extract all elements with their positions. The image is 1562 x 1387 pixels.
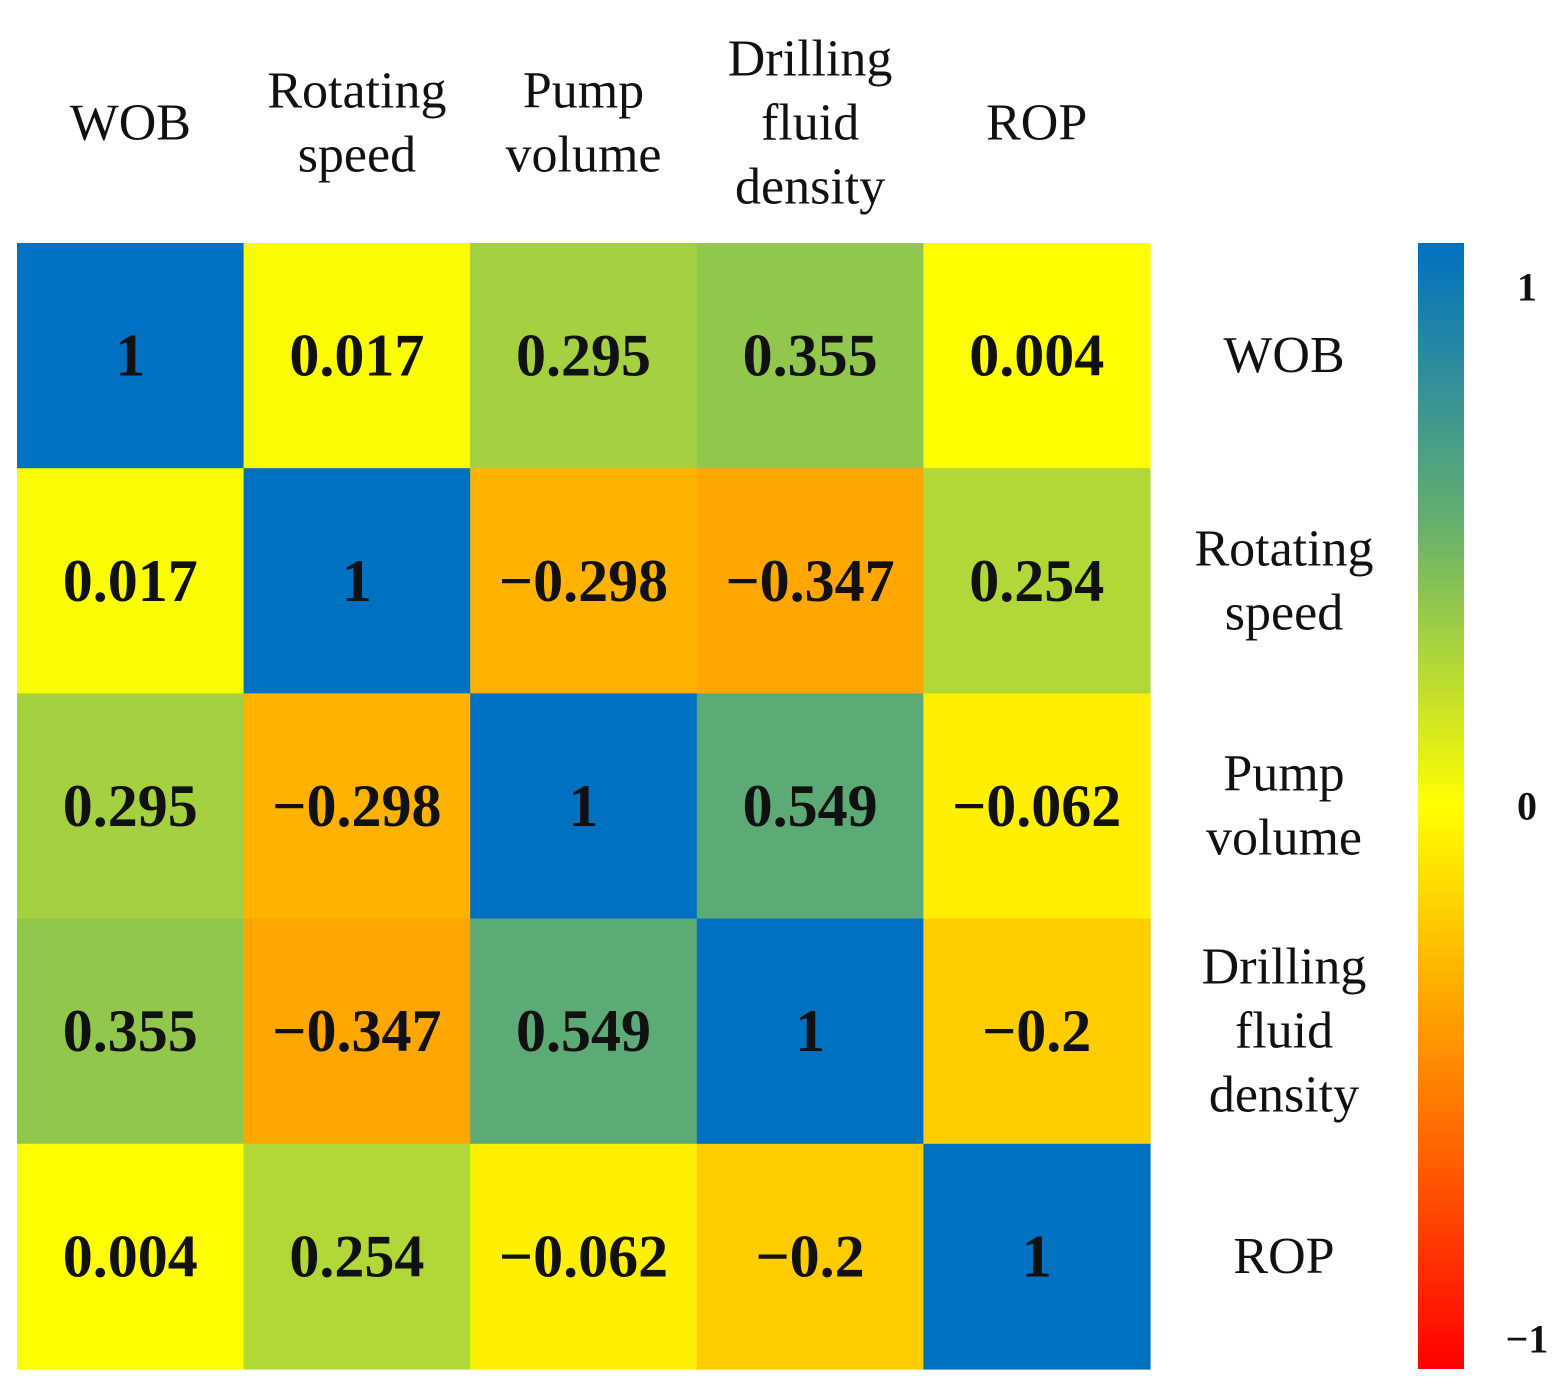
heatmap-cell-r1-c0 bbox=[17, 468, 245, 694]
y-label-2-line-1: volume bbox=[1206, 810, 1362, 867]
x-label-0-line-0: WOB bbox=[70, 95, 191, 152]
cell-value-r4-c0: 0.004 bbox=[63, 1223, 198, 1289]
heatmap-cell-r0-c0 bbox=[17, 243, 245, 469]
cell-value-r2-c0: 0.295 bbox=[63, 773, 198, 839]
cell-value-r2-c1: −0.298 bbox=[272, 773, 441, 839]
y-label-3-line-2: density bbox=[1209, 1067, 1359, 1124]
cell-value-r3-c4: −0.2 bbox=[982, 998, 1091, 1064]
heatmap-cell-r2-c4 bbox=[923, 693, 1151, 920]
x-label-4-line-0: ROP bbox=[986, 95, 1087, 152]
y-label-2-line-0: Pump bbox=[1223, 746, 1344, 803]
colorbar-tick-2: −1 bbox=[1506, 1317, 1549, 1362]
heatmap-cells bbox=[17, 243, 1151, 1370]
x-label-2-line-0: Pump bbox=[523, 63, 644, 120]
heatmap-cell-r4-c2 bbox=[470, 1143, 698, 1370]
cell-value-r1-c0: 0.017 bbox=[63, 548, 198, 614]
y-label-4-line-0: ROP bbox=[1233, 1228, 1334, 1285]
y-label-1-line-0: Rotating bbox=[1194, 520, 1373, 577]
cell-value-r1-c4: 0.254 bbox=[969, 548, 1104, 614]
cell-value-r4-c2: −0.062 bbox=[499, 1223, 668, 1289]
x-label-1-line-0: Rotating bbox=[267, 63, 446, 120]
heatmap-cell-r0-c3 bbox=[696, 243, 924, 469]
x-label-1-line-1: speed bbox=[298, 127, 416, 184]
x-label-3-line-0: Drilling bbox=[728, 31, 893, 88]
heatmap-cell-r1-c4 bbox=[923, 468, 1151, 694]
colorbar-tick-0: 1 bbox=[1517, 265, 1537, 310]
cell-value-r4-c1: 0.254 bbox=[289, 1223, 424, 1289]
cell-value-r1-c3: −0.347 bbox=[725, 548, 894, 614]
x-label-3-line-1: fluid bbox=[761, 95, 859, 152]
heatmap-cell-r2-c2 bbox=[470, 693, 698, 920]
heatmap-cell-r4-c4 bbox=[923, 1143, 1151, 1370]
heatmap-cell-r1-c1 bbox=[243, 468, 471, 694]
y-label-1-line-1: speed bbox=[1225, 584, 1343, 641]
y-label-3-line-1: fluid bbox=[1235, 1003, 1333, 1060]
heatmap-cell-r2-c1 bbox=[243, 693, 471, 920]
cell-value-r0-c1: 0.017 bbox=[289, 323, 424, 389]
heatmap-cell-r3-c2 bbox=[470, 918, 698, 1145]
cell-value-r3-c0: 0.355 bbox=[63, 998, 198, 1064]
cell-value-r0-c4: 0.004 bbox=[969, 323, 1104, 389]
cell-value-r0-c3: 0.355 bbox=[743, 323, 878, 389]
cell-value-r2-c4: −0.062 bbox=[952, 773, 1121, 839]
cell-value-r2-c2: 1 bbox=[569, 773, 599, 839]
y-axis-labels: WOB Rotating speed Pump volume Drilling fluid d… bbox=[1194, 327, 1373, 1285]
cell-value-r0-c0: 1 bbox=[115, 323, 145, 389]
heatmap-value-labels: 1 0.017 0.295 0.355 0.004 0.017 1 −0.298 −0.347 0… bbox=[63, 323, 1122, 1290]
heatmap-cell-r2-c0 bbox=[17, 693, 245, 920]
x-axis-labels: WOB Rotating speed Pump volume Drilling fluid d… bbox=[70, 31, 1088, 216]
cell-value-r4-c4: 1 bbox=[1022, 1223, 1052, 1289]
heatmap-cell-r0-c1 bbox=[243, 243, 471, 469]
y-label-0-line-0: WOB bbox=[1223, 327, 1344, 384]
x-label-3-line-2: density bbox=[735, 159, 885, 216]
colorbar-tick-labels: 1 0 −1 bbox=[1506, 265, 1549, 1362]
heatmap-cell-r3-c3 bbox=[696, 918, 924, 1145]
heatmap-cell-r3-c4 bbox=[923, 918, 1151, 1145]
cell-value-r2-c3: 0.549 bbox=[743, 773, 878, 839]
heatmap-cell-r0-c2 bbox=[470, 243, 698, 469]
heatmap-cell-r4-c0 bbox=[17, 1143, 245, 1370]
colorbar bbox=[1418, 243, 1464, 1369]
colorbar-tick-1: 0 bbox=[1517, 784, 1537, 829]
heatmap-cell-r2-c3 bbox=[696, 693, 924, 920]
y-label-3-line-0: Drilling bbox=[1202, 939, 1367, 996]
cell-value-r0-c2: 0.295 bbox=[516, 323, 651, 389]
heatmap-cell-r0-c4 bbox=[923, 243, 1151, 469]
heatmap-cell-r1-c3 bbox=[696, 468, 924, 694]
cell-value-r3-c3: 1 bbox=[795, 998, 825, 1064]
heatmap-cell-r1-c2 bbox=[470, 468, 698, 694]
x-label-2-line-1: volume bbox=[506, 127, 662, 184]
heatmap-cell-r4-c3 bbox=[696, 1143, 924, 1370]
heatmap-cell-r3-c0 bbox=[17, 918, 245, 1145]
heatmap-cell-r4-c1 bbox=[243, 1143, 471, 1370]
heatmap-cell-r3-c1 bbox=[243, 918, 471, 1145]
cell-value-r3-c1: −0.347 bbox=[272, 998, 441, 1064]
cell-value-r3-c2: 0.549 bbox=[516, 998, 651, 1064]
cell-value-r1-c2: −0.298 bbox=[499, 548, 668, 614]
cell-value-r4-c3: −0.2 bbox=[755, 1223, 864, 1289]
cell-value-r1-c1: 1 bbox=[342, 548, 372, 614]
